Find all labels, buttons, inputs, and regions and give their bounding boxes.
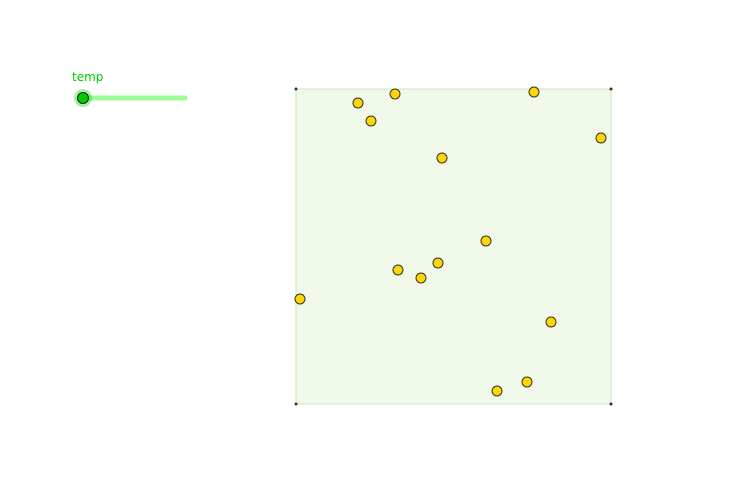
particle[interactable] [595,132,607,144]
particle[interactable] [480,235,492,247]
box-corner-top-left[interactable] [294,87,298,91]
box-corner-bottom-right[interactable] [609,402,613,406]
particle[interactable] [415,272,427,284]
particle[interactable] [491,385,503,397]
particle[interactable] [389,88,401,100]
temp-slider[interactable] [74,89,188,107]
container-box [295,88,612,405]
box-corner-top-right[interactable] [609,87,613,91]
particle[interactable] [294,293,306,305]
particle[interactable] [545,316,557,328]
particle[interactable] [528,86,540,98]
particles-group [294,86,607,397]
particle[interactable] [392,264,404,276]
particle[interactable] [436,152,448,164]
slider-handle[interactable] [77,92,89,104]
particle[interactable] [521,376,533,388]
particle[interactable] [352,97,364,109]
particle[interactable] [432,257,444,269]
particle[interactable] [365,115,377,127]
slider-label: temp [72,70,104,84]
box-corner-bottom-left[interactable] [294,402,298,406]
